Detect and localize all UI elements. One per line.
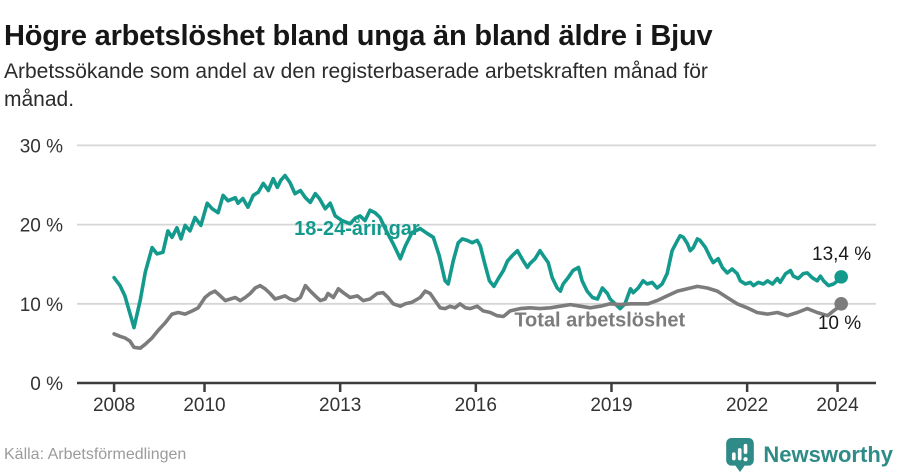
end-value-label-total: 10 % bbox=[818, 313, 861, 334]
chart-subtitle-line-2: månad. bbox=[4, 88, 75, 111]
series-line-total bbox=[112, 283, 844, 351]
y-tick-label-20: 20 % bbox=[20, 216, 63, 237]
x-tick-label-2022: 2022 bbox=[726, 395, 768, 416]
source-note: Källa: Arbetsförmedlingen bbox=[4, 446, 187, 463]
x-tick-label-2010: 2010 bbox=[183, 395, 225, 416]
x-tick-label-2024: 2024 bbox=[816, 395, 859, 416]
x-tick-label-2016: 2016 bbox=[455, 395, 497, 416]
y-tick-label-0: 0 % bbox=[30, 374, 63, 395]
y-tick-label-10: 10 % bbox=[20, 295, 63, 316]
chart-subtitle-line-1: Arbetssökande som andel av den registerb… bbox=[4, 60, 708, 83]
series-label-total: Total arbetslöshet bbox=[514, 310, 685, 332]
x-tick-label-2013: 2013 bbox=[319, 395, 361, 416]
newsworthy-logo: Newsworthy bbox=[725, 437, 893, 473]
chart-title: Högre arbetslöshet bland unga än bland ä… bbox=[4, 20, 713, 53]
x-tick-label-2008: 2008 bbox=[93, 395, 135, 416]
chart-subtitle: Arbetssökande som andel av den registerb… bbox=[4, 58, 864, 114]
end-value-label-youth: 13,4 % bbox=[812, 244, 871, 265]
newsworthy-wordmark: Newsworthy bbox=[763, 442, 893, 467]
x-tick-label-2019: 2019 bbox=[590, 395, 632, 416]
y-tick-label-30: 30 % bbox=[20, 136, 63, 157]
end-dot-total bbox=[834, 297, 848, 311]
speech-bubble-bar-chart-icon bbox=[726, 438, 755, 472]
series-label-youth: 18-24-åringar bbox=[294, 217, 420, 240]
end-dot-youth bbox=[834, 270, 848, 284]
series-line-youth bbox=[112, 173, 844, 330]
